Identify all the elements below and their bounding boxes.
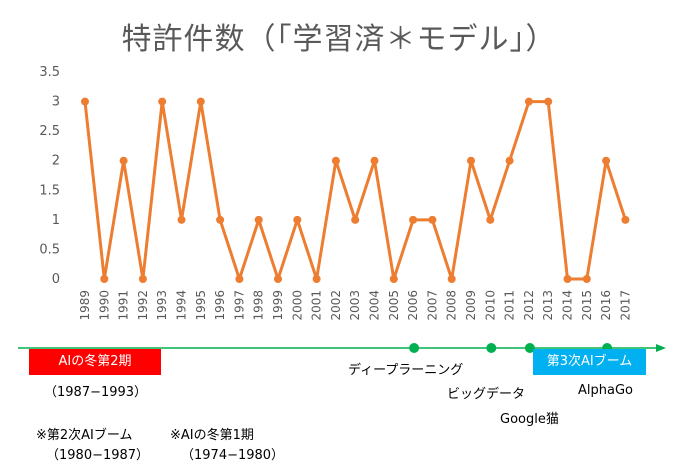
- x-tick-label: 1994: [175, 290, 189, 321]
- x-tick-label: 2009: [464, 290, 478, 321]
- data-point: [235, 275, 244, 283]
- y-tick-label: 0.5: [39, 242, 60, 257]
- y-tick-label: 1: [52, 213, 60, 228]
- x-tick-label: 1989: [78, 290, 92, 321]
- x-tick-label: 2007: [425, 290, 439, 321]
- data-point: [196, 97, 205, 106]
- chart-title: 特許件数（「学習済＊モデル」）: [121, 22, 557, 57]
- x-tick-label: 1993: [155, 290, 169, 321]
- data-point: [544, 97, 553, 106]
- y-tick-label: 2: [52, 154, 60, 169]
- y-tick-label: 2.5: [39, 124, 60, 139]
- data-point: [621, 215, 630, 224]
- data-point: [331, 156, 340, 165]
- x-tick-label: 2012: [522, 290, 536, 321]
- y-tick-label: 1.5: [39, 183, 60, 198]
- data-point: [138, 275, 147, 283]
- data-point: [158, 97, 167, 106]
- ai-winter-2-period: （1987−1993）: [44, 385, 148, 400]
- event-label-alphago: AlphaGo: [578, 383, 633, 398]
- timeline-event-dot: [486, 343, 497, 353]
- ai-boom-3-label: 第3次AIブーム: [546, 354, 633, 369]
- x-tick-label: 2001: [310, 290, 324, 321]
- data-point: [216, 215, 225, 224]
- x-tick-label: 1999: [271, 290, 285, 321]
- ai-boom-2-period: （1980−1987）: [46, 448, 150, 463]
- x-tick-label: 2003: [348, 290, 362, 321]
- x-tick-label: 2011: [503, 290, 517, 321]
- data-point: [351, 215, 360, 224]
- series-points: [81, 97, 630, 283]
- x-tick-label: 2000: [290, 290, 304, 321]
- data-point: [563, 275, 572, 283]
- x-tick-label: 1998: [252, 290, 266, 321]
- x-tick-label: 2016: [599, 290, 613, 321]
- x-axis: 1989 1990 1991 1992 1993 1994 1995 1996 1997 1998…: [78, 290, 632, 321]
- data-point: [119, 156, 128, 165]
- timeline-event-dot: [409, 343, 420, 353]
- x-tick-label: 2005: [387, 290, 401, 321]
- data-point: [524, 97, 533, 106]
- y-tick-label: 0: [52, 272, 60, 287]
- ai-winter-1-period: （1974−1980）: [181, 448, 285, 463]
- event-label-google-cat: Google猫: [500, 412, 559, 427]
- ai-winter-2-label: AIの冬第2期: [58, 354, 132, 369]
- data-point: [177, 215, 186, 224]
- data-point: [100, 275, 109, 283]
- x-tick-label: 2015: [580, 290, 594, 321]
- x-tick-label: 1997: [232, 290, 246, 321]
- y-tick-label: 3: [52, 95, 60, 110]
- x-tick-label: 2010: [483, 290, 497, 321]
- y-tick-label: 3.5: [39, 65, 60, 80]
- series-line: [83, 100, 627, 281]
- data-point: [505, 156, 514, 165]
- data-point: [389, 275, 398, 283]
- ai-winter-1-label: ※AIの冬第1期: [170, 428, 254, 443]
- event-label-big-data: ビッグデータ: [447, 387, 526, 402]
- y-axis: 0 0.5 1 1.5 2 2.5 3 3.5: [39, 65, 60, 287]
- x-tick-label: 1991: [117, 290, 131, 321]
- x-tick-label: 1990: [97, 290, 111, 321]
- data-point: [467, 156, 475, 165]
- data-point: [582, 275, 591, 283]
- data-point: [254, 215, 263, 224]
- data-point: [370, 156, 379, 165]
- data-point: [602, 156, 611, 165]
- timeline: [18, 343, 666, 353]
- data-point: [447, 275, 456, 283]
- ai-boom-3-box: 第3次AIブーム: [533, 349, 646, 375]
- data-point: [409, 215, 418, 224]
- x-tick-label: 2002: [329, 290, 343, 321]
- data-point: [312, 275, 321, 283]
- x-tick-label: 2017: [618, 290, 632, 321]
- data-point: [428, 215, 437, 224]
- x-tick-label: 1996: [213, 290, 227, 321]
- x-tick-label: 1992: [136, 290, 150, 321]
- data-point: [274, 275, 282, 283]
- data-point: [293, 215, 302, 224]
- x-tick-label: 1995: [194, 290, 208, 321]
- x-tick-label: 2014: [561, 290, 575, 321]
- data-point: [81, 97, 89, 106]
- x-tick-label: 2006: [406, 290, 420, 321]
- x-tick-label: 2004: [368, 290, 382, 321]
- timeline-event-dot: [524, 343, 535, 353]
- timeline-arrowhead: [656, 344, 666, 352]
- x-tick-label: 2013: [541, 290, 555, 321]
- ai-winter-2-box: AIの冬第2期: [29, 349, 161, 375]
- x-tick-label: 2008: [445, 290, 459, 321]
- event-label-deep-learning: ディープラーニング: [348, 363, 464, 378]
- ai-boom-2-label: ※第2次AIブーム: [36, 428, 133, 443]
- data-point: [486, 215, 495, 224]
